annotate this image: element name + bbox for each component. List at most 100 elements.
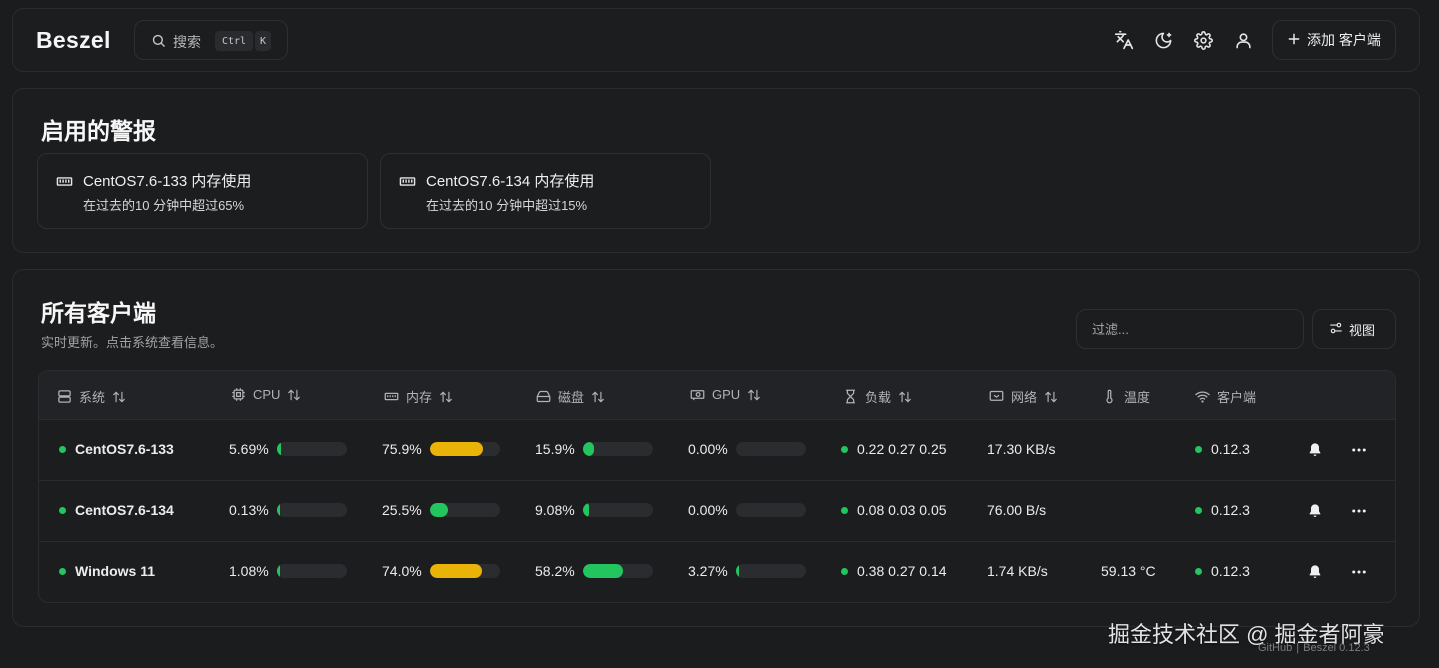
systems-subtitle: 实时更新。点击系统查看信息。: [41, 335, 224, 350]
version-label[interactable]: Beszel 0.12.3: [1303, 642, 1370, 654]
table-header: 系统 CPU 内存 磁盘 GPU: [39, 371, 1395, 420]
agent-cell: 0.12.3: [1195, 502, 1250, 518]
sort-icon: [748, 389, 761, 400]
all-clients-panel: 所有客户端 实时更新。点击系统查看信息。 视图 系统 CPU 内存: [12, 269, 1420, 627]
agent-status-dot: [1195, 506, 1202, 514]
github-link[interactable]: GitHub: [1258, 642, 1293, 654]
thermometer-icon: [1106, 389, 1113, 404]
column-temperature[interactable]: 温度: [1102, 387, 1150, 406]
column-label: 客户端: [1217, 390, 1257, 405]
bell-icon[interactable]: [1305, 562, 1325, 582]
view-button[interactable]: 视图: [1312, 309, 1396, 349]
table-row[interactable]: Windows 11 1.08% 74.0% 58.2% 3.27% 0.38 …: [39, 542, 1395, 602]
load-value: 0.08 0.03 0.05: [857, 502, 947, 518]
network-value: 76.00 B/s: [987, 502, 1047, 518]
gpu-bar-fill: [735, 564, 740, 578]
cpu-value: 1.08%: [229, 563, 269, 579]
gpu-cell: 3.27%: [688, 563, 806, 579]
hard-drive-icon: [536, 390, 551, 403]
agent-version: 0.12.3: [1211, 441, 1250, 457]
theme-toggle-icon[interactable]: [1152, 29, 1174, 51]
search-button[interactable]: 搜索 Ctrl K: [134, 20, 288, 60]
memory-bar: [429, 442, 500, 456]
system-name-cell[interactable]: CentOS7.6-133: [59, 441, 174, 457]
system-name[interactable]: Windows 11: [75, 563, 156, 579]
settings-icon[interactable]: [1192, 29, 1214, 51]
column-network[interactable]: 网络: [989, 387, 1058, 406]
gpu-cell: 0.00%: [688, 441, 806, 457]
network-value: 17.30 KB/s: [987, 441, 1056, 457]
alert-title: CentOS7.6-133 内存使用: [83, 173, 252, 190]
table-row[interactable]: CentOS7.6-133 5.69% 75.9% 15.9% 0.00% 0.…: [39, 420, 1395, 481]
disk-bar-fill: [582, 503, 590, 517]
add-client-button[interactable]: 添加 客户端: [1272, 20, 1396, 60]
more-options-icon[interactable]: [1349, 440, 1369, 460]
memory-bar: [429, 503, 500, 517]
load-status-dot: [841, 506, 848, 514]
column-label: 负载: [865, 390, 892, 405]
network-value: 1.74 KB/s: [987, 563, 1048, 579]
system-name[interactable]: CentOS7.6-134: [75, 502, 174, 518]
shortcut-ctrl: Ctrl: [215, 31, 253, 51]
more-options-icon[interactable]: [1349, 562, 1369, 582]
logo[interactable]: Beszel: [36, 27, 111, 53]
memory-bar-fill: [429, 503, 448, 517]
column-cpu[interactable]: CPU: [231, 387, 301, 402]
column-gpu[interactable]: GPU: [690, 387, 761, 402]
alert-description: 在过去的10 分钟中超过65%: [83, 198, 245, 213]
disk-value: 58.2%: [535, 563, 575, 579]
disk-value: 9.08%: [535, 502, 575, 518]
alert-description: 在过去的10 分钟中超过15%: [426, 198, 588, 213]
network-cell: 76.00 B/s: [987, 502, 1046, 518]
system-name-cell[interactable]: Windows 11: [59, 563, 155, 579]
agent-version: 0.12.3: [1211, 563, 1250, 579]
memory-value: 75.9%: [382, 441, 422, 457]
language-icon[interactable]: [1113, 29, 1135, 51]
disk-bar: [582, 503, 653, 517]
cpu-bar-fill: [276, 503, 281, 517]
cpu-value: 0.13%: [229, 502, 269, 518]
search-label: 搜索: [173, 34, 201, 50]
column-label: 内存: [406, 390, 433, 405]
memory-cell: 25.5%: [382, 502, 500, 518]
load-value: 0.38 0.27 0.14: [857, 563, 947, 579]
load-status-dot: [841, 445, 848, 453]
top-navbar: Beszel 搜索 Ctrl K 添加 客户端: [12, 8, 1420, 72]
gpu-icon: [690, 390, 705, 401]
temperature-value: 59.13 °C: [1101, 563, 1156, 579]
footer-separator: |: [1296, 642, 1300, 654]
column-system[interactable]: 系统: [57, 387, 126, 406]
disk-cell: 58.2%: [535, 563, 653, 579]
load-value: 0.22 0.27 0.25: [857, 441, 947, 457]
more-options-icon[interactable]: [1349, 501, 1369, 521]
user-icon[interactable]: [1232, 29, 1254, 51]
status-dot: [59, 567, 66, 575]
table-row[interactable]: CentOS7.6-134 0.13% 25.5% 9.08% 0.00% 0.…: [39, 481, 1395, 542]
shortcut-k: K: [255, 31, 271, 51]
filter-input[interactable]: [1076, 309, 1304, 349]
alert-card[interactable]: CentOS7.6-134 内存使用 在过去的10 分钟中超过15%: [380, 153, 711, 229]
disk-bar-fill: [582, 442, 594, 456]
disk-bar: [582, 564, 653, 578]
agent-status-dot: [1195, 445, 1202, 453]
memory-cell: 75.9%: [382, 441, 500, 457]
system-name-cell[interactable]: CentOS7.6-134: [59, 502, 174, 518]
column-load[interactable]: 负载: [843, 387, 912, 406]
watermark: 掘金技术社区 @ 掘金者阿豪: [1108, 622, 1385, 647]
column-memory[interactable]: 内存: [384, 387, 453, 406]
disk-value: 15.9%: [535, 441, 575, 457]
alert-card[interactable]: CentOS7.6-133 内存使用 在过去的10 分钟中超过65%: [37, 153, 368, 229]
column-label: 网络: [1011, 390, 1038, 405]
bell-icon[interactable]: [1305, 440, 1325, 460]
memory-bar: [429, 564, 500, 578]
temperature-cell: 59.13 °C: [1101, 563, 1156, 579]
column-agent[interactable]: 客户端: [1195, 387, 1256, 406]
cpu-cell: 1.08%: [229, 563, 347, 579]
gpu-bar: [735, 442, 806, 456]
cpu-value: 5.69%: [229, 441, 269, 457]
column-disk[interactable]: 磁盘: [536, 387, 605, 406]
system-name[interactable]: CentOS7.6-133: [75, 441, 174, 457]
network-cell: 17.30 KB/s: [987, 441, 1056, 457]
load-cell: 0.08 0.03 0.05: [841, 502, 947, 518]
bell-icon[interactable]: [1305, 501, 1325, 521]
